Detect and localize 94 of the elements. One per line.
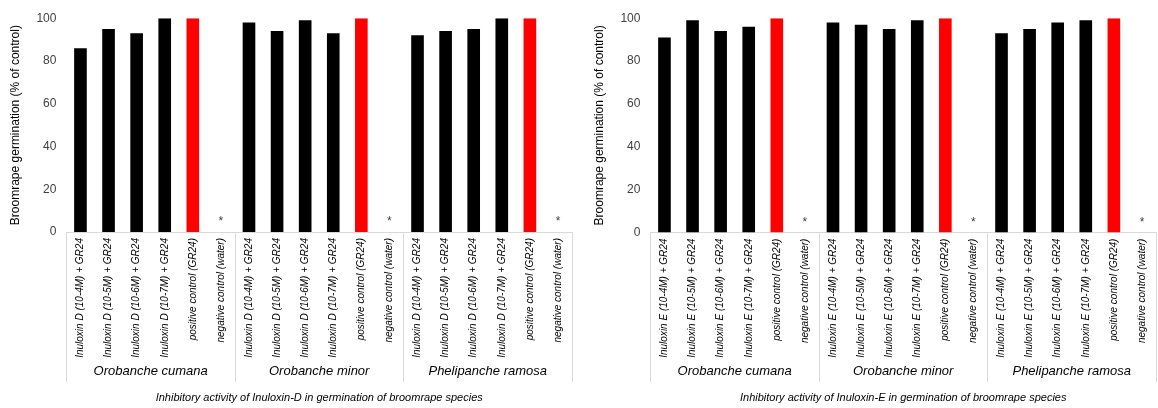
bar	[467, 28, 481, 233]
x-tick-label: positive control (GR24)	[523, 238, 535, 342]
x-tick-label: Inuloxin D (10-7M) + GR24	[158, 237, 170, 358]
x-tick-label: Inuloxin E (10-4M) + GR24	[658, 238, 670, 358]
x-tick-label: negative control (water)	[214, 238, 226, 343]
y-tick-label: 80	[43, 53, 57, 68]
bar	[882, 28, 896, 233]
bar	[826, 22, 840, 233]
bar	[1023, 28, 1036, 233]
bar	[102, 28, 115, 233]
bar	[130, 33, 143, 233]
x-tick-label: Inuloxin D (10-5M) + GR24	[439, 237, 451, 358]
data-label: *	[802, 214, 808, 229]
bar	[326, 33, 340, 233]
x-tick-label: Inuloxin E (10-4M) + GR24	[826, 238, 838, 358]
y-tick-label: 80	[627, 53, 641, 68]
y-axis-title: Broomrape germination (% of control)	[591, 25, 606, 226]
bar	[74, 48, 87, 233]
bar	[714, 31, 727, 233]
y-tick-label: 40	[627, 139, 641, 154]
data-label: *	[1139, 214, 1145, 229]
x-tick-label: negative control (water)	[383, 238, 395, 343]
x-tick-label: positive control (GR24)	[186, 238, 198, 342]
x-tick-label: Inuloxin E (10-4M) + GR24	[995, 238, 1007, 358]
y-tick-label: 20	[43, 181, 57, 196]
bar	[742, 26, 756, 233]
text: Orobanche minor	[268, 363, 371, 379]
text: Orobanche cumana	[93, 363, 208, 379]
x-tick-label: Inuloxin E (10-6M) + GR24	[714, 238, 726, 358]
x-tick-label: Inuloxin D (10-4M) + GR24	[242, 237, 254, 358]
x-tick-label: Inuloxin E (10-7M) + GR24	[1079, 238, 1091, 358]
x-tick-label: Inuloxin E (10-6M) + GR24	[882, 238, 894, 358]
bar	[242, 22, 256, 233]
bar	[439, 31, 452, 233]
x-tick-label: Inuloxin E (10-7M) + GR24	[742, 238, 754, 358]
y-tick-label: 40	[43, 138, 57, 153]
bar	[854, 24, 868, 233]
bar	[1051, 22, 1065, 233]
x-tick-label: Inuloxin D (10-5M) + GR24	[270, 237, 282, 358]
data-label: *	[555, 214, 561, 229]
x-tick-label: Inuloxin D (10-6M) + GR24	[130, 237, 142, 358]
y-tick-label: 60	[43, 96, 57, 111]
x-tick-label: Inuloxin D (10-4M) + GR24	[74, 237, 86, 358]
x-tick-label: Inuloxin E (10-7M) + GR24	[911, 238, 923, 358]
y-tick-label: 100	[620, 10, 641, 25]
data-label: *	[971, 214, 977, 229]
text: Orobanche minor	[852, 363, 955, 379]
y-tick-label: 100	[36, 10, 57, 25]
bar	[939, 18, 952, 233]
x-tick-label: positive control (GR24)	[355, 238, 367, 342]
x-tick-label: negative control (water)	[1135, 238, 1147, 344]
x-tick-label: Inuloxin D (10-7M) + GR24	[495, 237, 507, 358]
x-tick-label: Inuloxin E (10-6M) + GR24	[1051, 238, 1063, 358]
x-tick-label: negative control (water)	[551, 238, 563, 343]
x-tick-label: Inuloxin D (10-5M) + GR24	[102, 237, 114, 358]
bar	[495, 18, 509, 233]
x-tick-label: Inuloxin E (10-5M) + GR24	[686, 238, 698, 358]
bar	[910, 20, 924, 233]
bar	[186, 18, 200, 233]
bar	[686, 20, 699, 233]
y-axis-title: Broomrape germination (% of control)	[7, 25, 22, 226]
x-tick-label: Inuloxin D (10-6M) + GR24	[298, 237, 310, 358]
text: Phelipanche ramosa	[428, 363, 547, 379]
text: Orobanche cumana	[677, 363, 792, 379]
y-tick-label: 0	[49, 224, 57, 239]
x-axis-title: Inhibitory activity of Inuloxin-E in germination of broomrape species	[739, 391, 1067, 404]
text: Phelipanche ramosa	[1012, 363, 1131, 379]
y-tick-label: 60	[627, 96, 641, 111]
bar	[523, 18, 537, 233]
bar	[158, 18, 172, 233]
x-tick-label: positive control (GR24)	[1107, 238, 1119, 342]
bar	[270, 31, 284, 233]
bar	[411, 35, 424, 233]
bar	[1107, 18, 1121, 233]
data-label: *	[387, 214, 393, 229]
x-tick-label: negative control (water)	[967, 238, 979, 344]
bar	[355, 18, 368, 233]
bar	[298, 20, 312, 233]
x-tick-label: negative control (water)	[798, 238, 810, 344]
bar	[1079, 20, 1093, 233]
x-axis-title: Inhibitory activity of Inuloxin-D in germination of broomrape species	[155, 391, 484, 404]
x-tick-label: positive control (GR24)	[770, 238, 782, 342]
y-tick-label: 20	[627, 182, 641, 197]
bar	[658, 37, 671, 233]
bar	[995, 33, 1008, 233]
x-tick-label: Inuloxin E (10-5M) + GR24	[1023, 238, 1035, 358]
data-label: *	[218, 214, 224, 229]
x-tick-label: Inuloxin D (10-4M) + GR24	[411, 237, 423, 358]
x-tick-label: Inuloxin D (10-7M) + GR24	[327, 237, 339, 358]
x-tick-label: positive control (GR24)	[939, 238, 951, 342]
x-tick-label: Inuloxin D (10-6M) + GR24	[467, 237, 479, 358]
bar	[770, 18, 784, 233]
y-tick-label: 0	[633, 224, 641, 239]
x-tick-label: Inuloxin E (10-5M) + GR24	[854, 238, 866, 358]
